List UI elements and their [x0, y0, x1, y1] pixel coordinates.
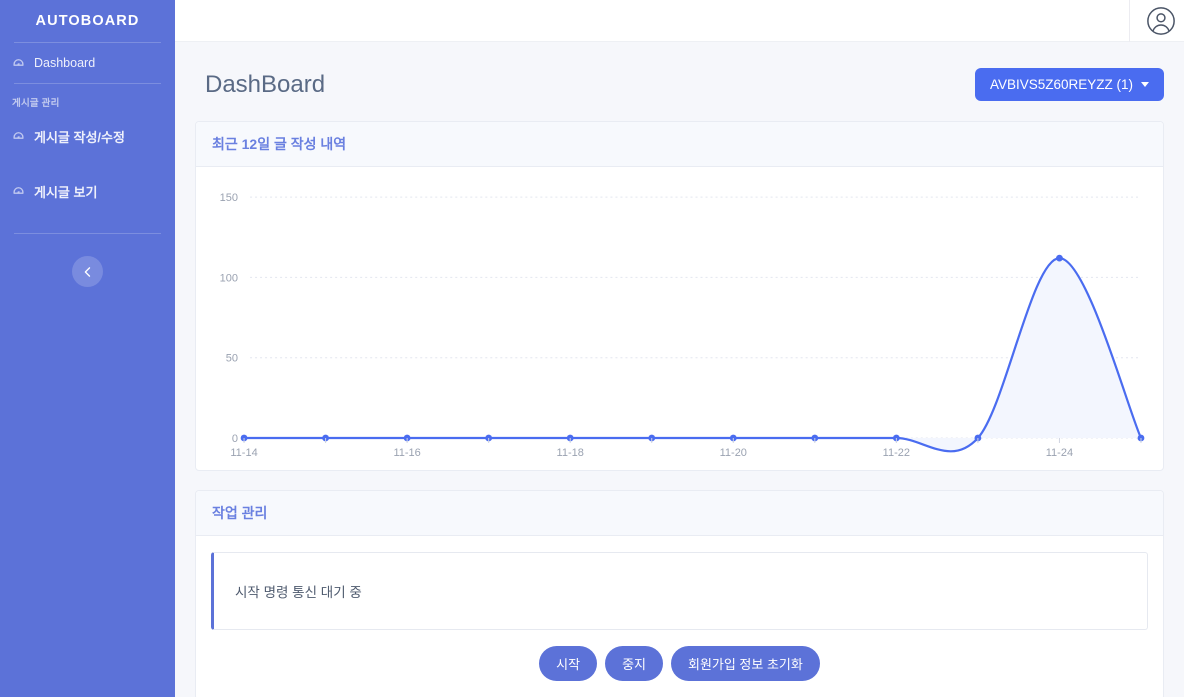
sidebar-item-write-post[interactable]: 게시글 작성/수정: [0, 113, 175, 160]
content: DashBoard AVBIVS5Z60REYZZ (1) 최근 12일 글 작…: [175, 42, 1184, 697]
topbar: [175, 0, 1184, 42]
task-button-row: 시작 중지 회원가입 정보 초기화: [211, 646, 1148, 681]
tachometer-icon: [12, 57, 25, 70]
avatar[interactable]: [1146, 6, 1176, 36]
account-dropdown-label: AVBIVS5Z60REYZZ (1): [989, 77, 1133, 92]
chart-card: 최근 12일 글 작성 내역 0 50 100 150 11-14 11-16 11-18 1…: [195, 121, 1164, 471]
tachometer-icon: [12, 130, 25, 143]
sidebar-item-label: 게시글 보기: [34, 185, 98, 200]
task-card-title: 작업 관리: [196, 491, 1163, 536]
tachometer-icon: [12, 185, 25, 198]
chart-card-body: 0 50 100 150 11-14 11-16 11-18 11-20 11-22 11-24: [196, 167, 1163, 470]
svg-text:150: 150: [220, 192, 238, 204]
task-card-body: 시작 명령 통신 대기 중 시작 중지 회원가입 정보 초기화: [196, 536, 1163, 697]
svg-text:0: 0: [232, 433, 238, 445]
account-dropdown-button[interactable]: AVBIVS5Z60REYZZ (1): [974, 68, 1164, 101]
user-circle-icon: [1146, 6, 1176, 36]
task-card: 작업 관리 시작 명령 통신 대기 중 시작 중지 회원가입 정보 초기화: [195, 490, 1164, 697]
sidebar-collapse-button[interactable]: [72, 256, 103, 287]
sidebar-item-label: 게시글 작성/수정: [34, 130, 125, 145]
svg-text:11-16: 11-16: [393, 447, 420, 459]
main-area: DashBoard AVBIVS5Z60REYZZ (1) 최근 12일 글 작…: [175, 0, 1184, 697]
page-header: DashBoard AVBIVS5Z60REYZZ (1): [195, 42, 1164, 121]
topbar-divider: [1129, 0, 1130, 42]
page-title: DashBoard: [205, 70, 326, 98]
sidebar-section-label: 게시글 관리: [12, 98, 60, 109]
status-message-text: 시작 명령 통신 대기 중: [235, 585, 362, 600]
line-area-chart[interactable]: 0 50 100 150 11-14 11-16 11-18 11-20 11-22 11-24: [196, 167, 1163, 470]
svg-text:50: 50: [226, 353, 238, 365]
svg-text:11-24: 11-24: [1046, 447, 1073, 459]
sidebar-divider-bottom: [14, 233, 161, 234]
sidebar-item-label: Dashboard: [34, 56, 96, 70]
sidebar-divider-top: [14, 42, 161, 43]
svg-text:11-22: 11-22: [883, 447, 910, 459]
caret-down-icon: [1141, 82, 1149, 87]
svg-text:11-20: 11-20: [720, 447, 747, 459]
sidebar-item-dashboard[interactable]: Dashboard: [0, 43, 175, 83]
status-message-box: 시작 명령 통신 대기 중: [211, 552, 1148, 630]
svg-text:11-14: 11-14: [230, 447, 257, 459]
reset-signup-info-button[interactable]: 회원가입 정보 초기화: [670, 646, 820, 681]
sidebar-item-view-post[interactable]: 게시글 보기: [0, 160, 175, 215]
chevron-left-icon: [82, 266, 94, 278]
sidebar-collapse-wrap: [0, 256, 175, 287]
svg-text:100: 100: [220, 272, 238, 284]
sidebar: AUTOBOARD Dashboard 게시글 관리 게시글 작성/수정 게시글…: [0, 0, 175, 697]
chart-card-title: 최근 12일 글 작성 내역: [196, 122, 1163, 167]
brand-logo: AUTOBOARD: [35, 13, 140, 29]
sidebar-divider-mid: [14, 83, 161, 84]
stop-button[interactable]: 중지: [605, 646, 663, 681]
chart-area[interactable]: 0 50 100 150 11-14 11-16 11-18 11-20 11-22 11-24: [196, 167, 1163, 470]
start-button[interactable]: 시작: [539, 646, 598, 681]
svg-text:11-18: 11-18: [557, 447, 584, 459]
